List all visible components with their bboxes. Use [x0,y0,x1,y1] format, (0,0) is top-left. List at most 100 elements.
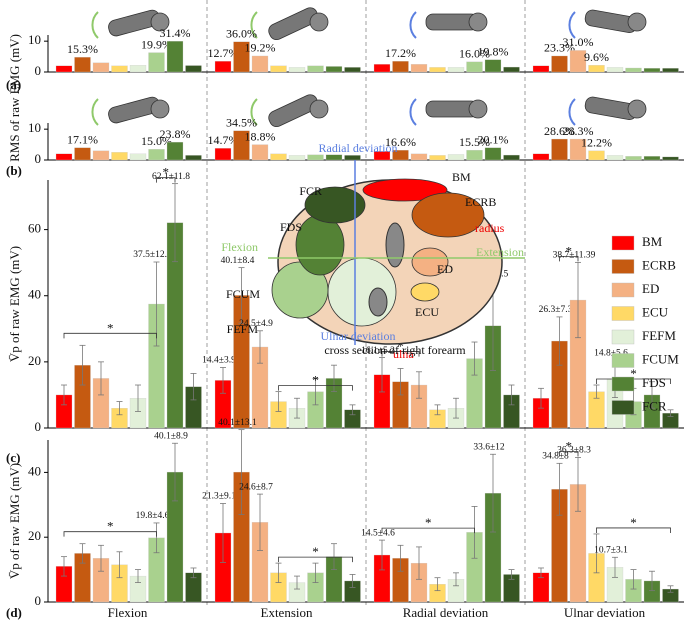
diagram-label: Ulnar deviation [321,329,396,343]
error-bar [453,572,459,587]
bar [270,65,287,73]
muscle-region [327,257,397,327]
share-label: 19.2% [245,41,276,55]
error-bar [593,384,600,399]
error-bar [238,429,245,515]
value-label: 40.1±8.4 [221,256,255,266]
y-axis-label: V̄p of raw EMG (mV) [7,246,22,362]
muscle-region [411,247,449,277]
bar [166,41,184,73]
fist-icon [309,99,329,119]
significance-label: * [630,515,637,530]
error-bar [471,341,478,376]
y-tick-label: 0 [35,593,42,608]
error-bar [349,404,356,416]
bar [325,66,343,73]
bar [569,138,587,161]
diagram-label: ECU [415,305,439,319]
value-label: 36.3±8.3 [557,446,591,456]
x-category-label: Extension [261,605,313,620]
error-bar [331,543,337,570]
share-label: 36.0% [226,27,257,41]
legend-swatch [611,235,635,251]
legend-swatch [611,353,635,368]
share-label: 19.8% [478,44,509,58]
bar [92,62,110,73]
bar [307,65,324,73]
error-bar [397,368,404,396]
diagram-label: FCUM [226,287,260,301]
y-tick-label: 0 [35,63,42,78]
share-label: 18.8% [245,129,276,143]
diagram-label: radius [475,221,505,235]
bar [410,64,428,73]
error-bar [434,577,441,592]
error-bar [294,397,300,419]
gesture-arrow [91,98,99,126]
error-bar [416,546,422,580]
share-label: 9.6% [584,50,609,64]
error-bar [434,404,441,416]
significance-label: * [312,544,319,559]
error-bar [61,384,67,406]
error-bar [612,556,618,578]
significance-label: * [566,243,573,258]
gesture-arrow [409,98,417,126]
error-bar [397,544,404,572]
value-label: 34.8±8 [542,452,569,462]
share-label: 15.3% [67,42,98,56]
muscle-region [410,282,440,302]
value-label: 19.8±4.6 [136,511,170,521]
legend-swatch [611,376,635,392]
diagram-label: FDS [280,220,302,234]
share-label: 19.9% [141,37,172,51]
legend-swatch [611,259,635,274]
bar [74,57,91,73]
panel-label: (b) [6,163,22,178]
error-bar [331,364,337,393]
bar [392,61,409,73]
significance-bracket [559,255,579,262]
bar [532,153,550,161]
bar [569,50,587,73]
error-bar [312,562,319,583]
bar [503,66,520,73]
significance-label: * [397,339,404,354]
error-bar [667,585,674,593]
value-label: 24.5±4.9 [239,319,273,329]
bar [662,68,679,73]
diagram-label: FEFM [227,322,259,336]
legend-swatch [611,306,635,321]
y-axis-label: V̄p of raw EMG (mV) [7,463,22,579]
error-bar [275,562,282,583]
bar [251,144,269,161]
gesture-arrow [250,11,258,39]
legend-label: BM [642,234,663,249]
share-label: 17.2% [385,46,416,60]
bar [214,61,232,73]
value-label: 10.7±3.1 [594,545,628,555]
error-bar [538,387,544,409]
bar [270,153,287,161]
value-label: 21.3±9.1 [202,492,236,502]
value-label: 40.1±8.9 [154,431,188,441]
bar [588,150,605,161]
error-bar [556,316,563,366]
error-bar [190,567,197,579]
error-bar [294,575,300,590]
significance-bracket [278,556,353,563]
significance-bracket [596,527,671,533]
bar [606,67,624,73]
value-label: 24.6±8.7 [239,482,273,492]
bar [643,156,661,161]
error-bar [220,503,226,563]
bar [484,59,502,73]
y-axis-label: RMS of raw EMG (mV) [7,34,22,162]
value-label: 33.6±12 [473,442,505,452]
y-tick-label: 40 [28,463,41,478]
legend-label: ECRB [642,257,676,272]
bar [625,156,642,161]
significance-label: * [107,519,114,534]
gesture-arrow [568,98,576,126]
bar [129,153,147,161]
